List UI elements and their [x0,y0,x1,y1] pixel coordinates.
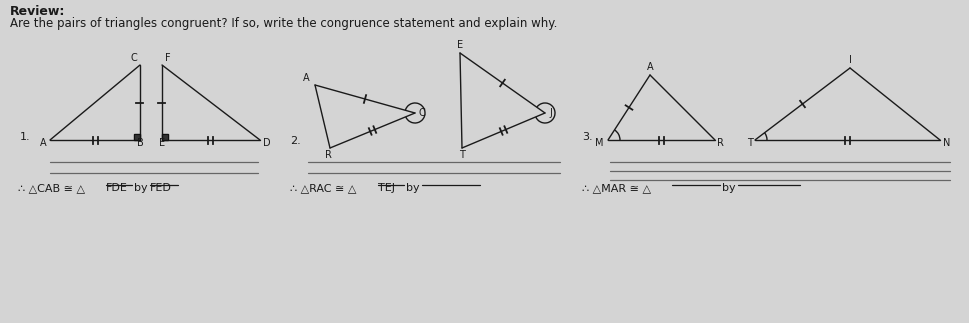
Text: 1.: 1. [20,132,31,142]
Text: Are the pairs of triangles congruent? If so, write the congruence statement and : Are the pairs of triangles congruent? If… [10,17,557,30]
Text: by: by [406,183,420,193]
Text: ∴ △MAR ≅ △: ∴ △MAR ≅ △ [582,183,651,193]
Text: I: I [849,55,852,65]
Text: F: F [165,53,171,63]
Polygon shape [162,134,168,140]
Text: 2.: 2. [290,136,300,146]
Text: T: T [747,138,753,148]
Text: by: by [134,183,147,193]
Polygon shape [134,134,140,140]
Text: E: E [457,40,463,50]
Text: FDE: FDE [106,183,128,193]
Text: B: B [137,138,143,148]
Text: T: T [459,150,465,160]
Text: C: C [130,53,137,63]
Text: J: J [549,108,552,118]
Text: 3.: 3. [582,132,593,142]
Text: E: E [159,138,165,148]
Text: A: A [303,73,310,83]
Text: D: D [263,138,270,148]
Text: ∴ △RAC ≅ △: ∴ △RAC ≅ △ [290,183,357,193]
Text: FED: FED [150,183,172,193]
Text: A: A [41,138,47,148]
Text: M: M [596,138,604,148]
Text: C: C [419,108,425,118]
Text: TEJ: TEJ [378,183,395,193]
Text: R: R [717,138,724,148]
Text: N: N [943,138,951,148]
Text: Review:: Review: [10,5,65,18]
Text: R: R [325,150,331,160]
Text: ∴ △CAB ≅ △: ∴ △CAB ≅ △ [18,183,85,193]
Text: by: by [722,183,735,193]
Text: A: A [646,62,653,72]
